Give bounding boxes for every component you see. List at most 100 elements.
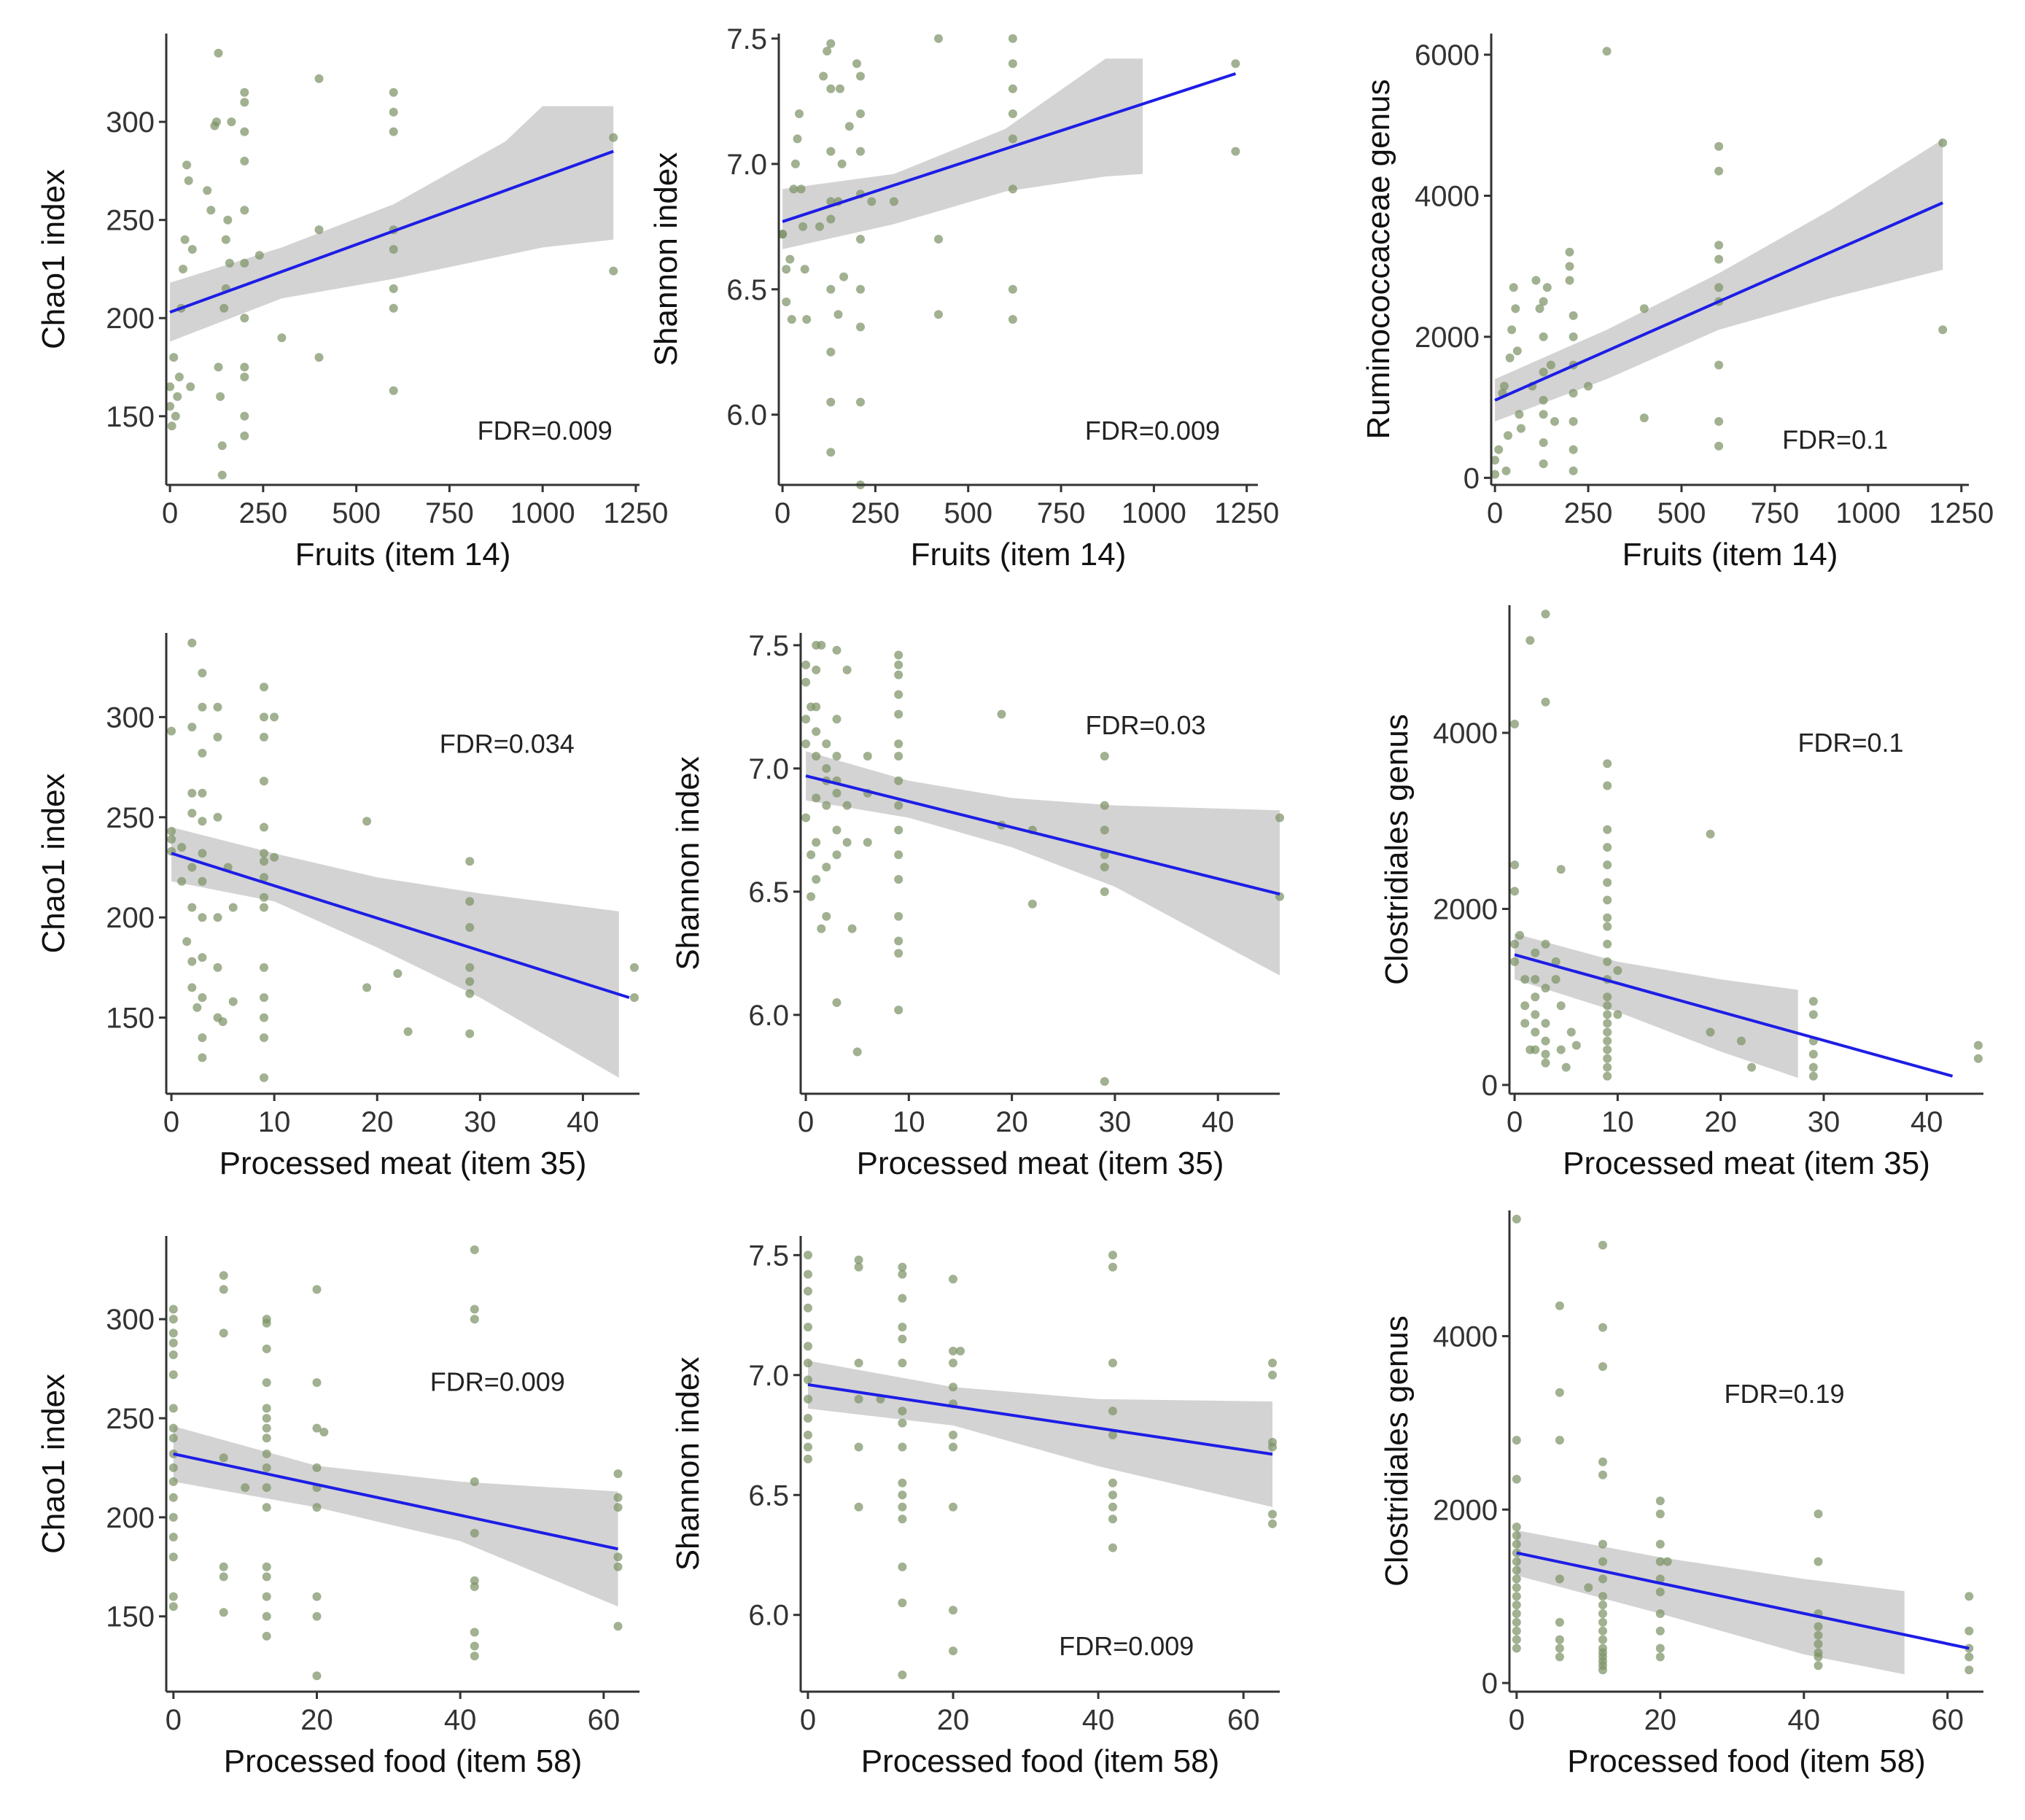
data-point bbox=[240, 98, 249, 107]
data-point bbox=[1512, 346, 1522, 356]
y-tick-label: 4000 bbox=[1433, 718, 1498, 750]
x-tick-label: 750 bbox=[425, 497, 474, 529]
data-point bbox=[312, 1503, 322, 1512]
data-point bbox=[1808, 997, 1818, 1006]
data-point bbox=[894, 690, 903, 699]
data-point bbox=[613, 1503, 623, 1512]
data-point bbox=[832, 752, 842, 761]
data-point bbox=[262, 1592, 271, 1601]
y-tick-label: 7.5 bbox=[726, 23, 767, 55]
data-point bbox=[1964, 1652, 1974, 1662]
data-point bbox=[894, 911, 903, 921]
data-point bbox=[1268, 1442, 1277, 1452]
data-point bbox=[1108, 1478, 1117, 1488]
data-point bbox=[260, 873, 268, 882]
data-point bbox=[1569, 311, 1578, 320]
data-point bbox=[1584, 381, 1593, 391]
data-point bbox=[1639, 413, 1649, 423]
data-point bbox=[815, 222, 824, 231]
regression-line bbox=[169, 149, 614, 314]
data-point bbox=[854, 1442, 863, 1452]
data-point bbox=[260, 1073, 268, 1082]
data-point bbox=[1639, 304, 1649, 314]
data-point bbox=[187, 903, 197, 912]
data-point bbox=[997, 709, 1006, 719]
data-point bbox=[206, 206, 216, 215]
data-point bbox=[1510, 887, 1520, 896]
data-point bbox=[1613, 966, 1622, 975]
data-point bbox=[180, 235, 190, 244]
data-point bbox=[168, 1463, 178, 1472]
data-point bbox=[213, 732, 222, 742]
data-point bbox=[1569, 417, 1578, 426]
data-point bbox=[789, 184, 798, 194]
data-point bbox=[184, 176, 193, 185]
x-tick-label: 500 bbox=[1657, 497, 1706, 529]
data-point bbox=[389, 303, 398, 313]
data-point bbox=[844, 122, 854, 131]
data-point bbox=[822, 763, 831, 773]
data-point bbox=[1964, 1592, 1974, 1601]
fdr-annotation: FDR=0.19 bbox=[1724, 1379, 1844, 1409]
data-point bbox=[221, 235, 230, 244]
data-point bbox=[465, 989, 475, 998]
data-point bbox=[894, 739, 903, 749]
data-point bbox=[470, 1477, 479, 1486]
data-point bbox=[1814, 1639, 1823, 1649]
data-point bbox=[1655, 1574, 1665, 1584]
data-point bbox=[1603, 860, 1612, 870]
data-point bbox=[898, 1598, 907, 1608]
data-point bbox=[312, 1463, 322, 1472]
data-point bbox=[854, 1262, 863, 1272]
x-axis-title: Fruits (item 14) bbox=[1622, 537, 1838, 572]
y-tick-label: 150 bbox=[106, 401, 155, 433]
data-point bbox=[856, 109, 865, 118]
data-point bbox=[1569, 466, 1578, 475]
x-tick-label: 0 bbox=[1509, 1704, 1525, 1736]
data-point bbox=[262, 1414, 271, 1423]
data-point bbox=[1714, 166, 1724, 176]
y-axis-title: Shannon index bbox=[670, 1357, 706, 1571]
fdr-annotation: FDR=0.1 bbox=[1782, 424, 1888, 454]
regression-line bbox=[807, 1382, 1273, 1456]
confidence-band bbox=[1516, 1530, 1905, 1675]
data-point bbox=[826, 214, 836, 224]
data-point bbox=[800, 265, 809, 274]
confidence-band bbox=[808, 1361, 1272, 1507]
x-tick-label: 0 bbox=[1487, 497, 1503, 529]
data-point bbox=[1512, 1214, 1521, 1224]
data-point bbox=[795, 109, 804, 118]
data-point bbox=[832, 998, 842, 1007]
data-point bbox=[193, 1003, 202, 1012]
data-point bbox=[1027, 899, 1037, 909]
data-point bbox=[1541, 1019, 1550, 1028]
data-point bbox=[187, 863, 197, 872]
y-tick-label: 2000 bbox=[1433, 1494, 1498, 1526]
confidence-band bbox=[171, 827, 619, 1078]
data-point bbox=[1539, 438, 1548, 447]
data-point bbox=[240, 373, 249, 381]
data-point bbox=[1565, 247, 1574, 257]
data-point bbox=[470, 1641, 479, 1651]
y-tick-label: 250 bbox=[106, 802, 155, 834]
regression-line bbox=[173, 1452, 618, 1551]
data-point bbox=[262, 1318, 271, 1328]
data-point bbox=[949, 1646, 957, 1656]
data-point bbox=[198, 817, 207, 826]
data-point bbox=[949, 1502, 957, 1512]
data-point bbox=[1598, 1626, 1607, 1636]
data-point bbox=[1541, 610, 1550, 619]
data-point bbox=[1655, 1496, 1665, 1506]
data-point bbox=[168, 1493, 178, 1502]
data-point bbox=[1603, 1001, 1612, 1011]
data-point bbox=[1964, 1626, 1974, 1636]
data-point bbox=[187, 788, 197, 798]
x-axis-title: Processed food (item 58) bbox=[1567, 1743, 1926, 1779]
data-point bbox=[1550, 417, 1559, 426]
data-point bbox=[801, 660, 811, 669]
data-point bbox=[1655, 1644, 1665, 1653]
data-point bbox=[852, 59, 861, 69]
fdr-annotation: FDR=0.009 bbox=[430, 1367, 565, 1397]
data-point bbox=[863, 838, 872, 847]
data-point bbox=[227, 117, 236, 127]
